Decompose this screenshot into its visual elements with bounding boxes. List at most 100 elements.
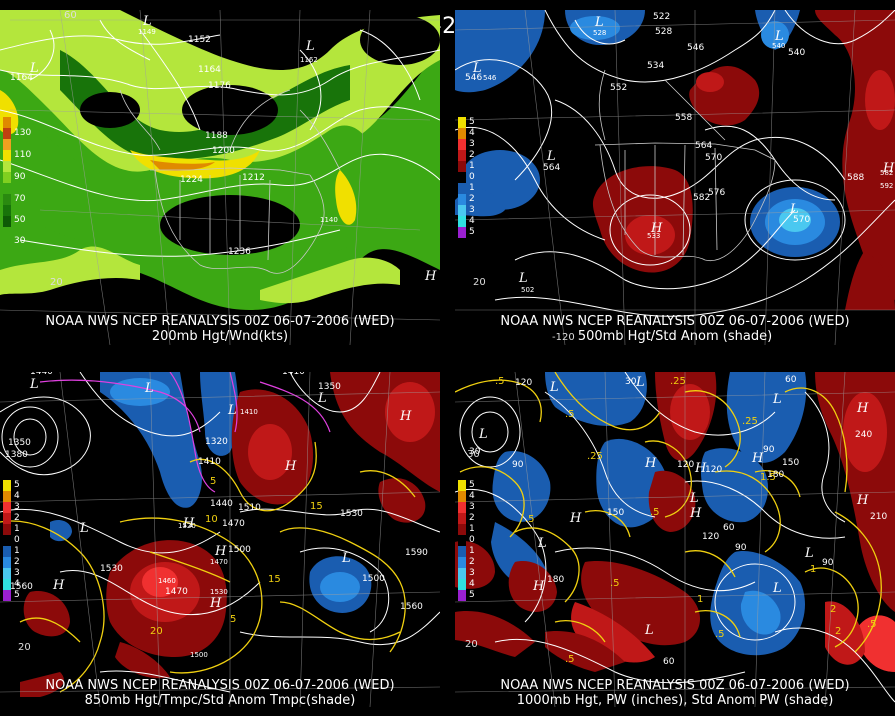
height-label: 552 — [610, 83, 627, 93]
colorbar-label: 2 — [14, 557, 20, 567]
height-label: 1500 — [190, 651, 208, 659]
caption-line1: NOAA NWS NCEP REANALYSIS 00Z 06-07-2006 … — [45, 678, 395, 693]
low-center-label: L — [537, 536, 547, 551]
height-label: 120 — [515, 378, 532, 388]
panel-caption: NOAA NWS NCEP REANALYSIS 00Z 06-07-2006 … — [455, 314, 895, 344]
height-label: 1410 — [198, 457, 221, 467]
colorbar-label: 5 — [469, 227, 475, 237]
colorbar-label: 3 — [469, 502, 475, 512]
height-label: 582 — [693, 193, 710, 203]
colorbar-label: 50 — [14, 215, 26, 225]
height-label: 1140 — [320, 216, 338, 224]
colorbar-label: 4 — [14, 579, 20, 589]
height-label: 546 — [687, 43, 704, 53]
lat-label: 60 — [64, 10, 77, 21]
height-label: 1188 — [205, 131, 228, 141]
height-label: 60 — [785, 375, 797, 385]
height-label: 1320 — [205, 437, 228, 447]
height-label: 1236 — [228, 247, 251, 257]
height-label: 1500 — [362, 574, 385, 584]
low-center-label: L — [341, 551, 351, 566]
caption-line1: NOAA NWS NCEP REANALYSIS 00Z 06-07-2006 … — [500, 678, 850, 693]
height-label: 528 — [655, 27, 672, 37]
lat-label: 20 — [18, 642, 31, 653]
high-center-label: H — [284, 459, 297, 474]
height-label: 528 — [593, 29, 606, 37]
height-label: 30 — [469, 447, 481, 457]
colorbar-label: 2 — [14, 513, 20, 523]
colorbar-label: 2 — [469, 150, 475, 160]
low-center-label: L — [79, 521, 89, 536]
colorbar-label: 4 — [469, 579, 475, 589]
height-label: 1530 — [340, 509, 363, 519]
high-center-label: H — [856, 401, 869, 416]
panel-200mb: 1164 1152 1164 1176 1188 1200 1224 1212 … — [0, 10, 440, 345]
temp-label: 5 — [210, 476, 216, 487]
temp-label: 10 — [205, 514, 218, 525]
height-label: 1350 — [8, 438, 31, 448]
height-label: 60 — [663, 657, 675, 667]
height-label: 522 — [653, 12, 670, 22]
height-label: 588 — [847, 173, 864, 183]
high-center-label: H — [644, 456, 657, 471]
colorbar-label: 2 — [469, 194, 475, 204]
height-label: 540 — [788, 48, 805, 58]
height-label: 1212 — [242, 173, 265, 183]
pw-label: .5 — [495, 376, 505, 387]
pw-label: .5 — [565, 409, 575, 420]
temp-label: 15 — [310, 501, 323, 512]
colorbar-label: 4 — [469, 491, 475, 501]
height-label: 534 — [647, 61, 664, 71]
caption-line2: 850mb Hgt/Tmpc/Std Anom Tmpc(shade) — [84, 693, 356, 707]
panel-caption: NOAA NWS NCEP REANALYSIS 00Z 06-07-2006 … — [0, 678, 440, 707]
colorbar-label: 3 — [469, 568, 475, 578]
height-label: 1470 — [165, 587, 188, 597]
lat-label: 20 — [50, 277, 63, 288]
high-center-label: H — [182, 516, 195, 531]
colorbar-label: 4 — [469, 128, 475, 138]
height-label: 533 — [647, 232, 660, 240]
low-center-label: L — [804, 546, 814, 561]
pw-label: 2 — [835, 626, 841, 637]
height-label: 90 — [512, 460, 524, 470]
height-label: 120 — [677, 460, 694, 470]
height-label: 210 — [870, 512, 887, 522]
high-center-label: H — [694, 461, 707, 476]
low-center-label: L — [478, 427, 488, 442]
colorbar-label: 3 — [14, 568, 20, 578]
height-label: 570 — [705, 153, 722, 163]
colorbar-label: 3 — [14, 502, 20, 512]
colorbar-anomaly: 5 4 3 2 1 0 1 2 3 4 5 — [3, 480, 33, 610]
panel-caption: NOAA NWS NCEP REANALYSIS 00Z 06-07-2006 … — [455, 678, 895, 707]
height-label: 1162 — [300, 56, 318, 64]
height-label: 1380 — [5, 450, 28, 460]
colorbar-label: 2 — [469, 557, 475, 567]
colorbar-label: 5 — [469, 480, 475, 490]
caption-line2: 1000mb Hgt, PW (inches), Std Anom PW (sh… — [516, 693, 834, 707]
high-center-label: H — [882, 161, 895, 176]
lat-label: -120 — [552, 332, 575, 343]
height-label: 1440 — [30, 372, 53, 377]
height-label: 1500 — [228, 545, 251, 555]
height-label: 1200 — [212, 146, 235, 156]
height-label: 558 — [675, 113, 692, 123]
map-200mb: 1164 1152 1164 1176 1188 1200 1224 1212 … — [0, 10, 440, 345]
height-label: 1224 — [180, 175, 203, 185]
pw-label: 2 — [830, 604, 836, 615]
colorbar-label: 90 — [14, 172, 26, 182]
low-center-label: L — [227, 403, 237, 418]
temp-label: 5 — [230, 614, 236, 625]
pw-label: 1 — [810, 564, 816, 575]
height-label: 1350 — [318, 382, 341, 392]
high-center-label: H — [399, 409, 412, 424]
colorbar-wind: 130 110 90 70 50 30 — [3, 117, 33, 247]
colorbar-label: 5 — [14, 590, 20, 600]
height-label: 1164 — [10, 73, 33, 83]
colorbar-label: 3 — [469, 205, 475, 215]
pw-label: 1 — [697, 594, 703, 605]
pw-label: .5 — [715, 629, 725, 640]
height-label: 1410 — [240, 408, 258, 416]
height-label: 120 — [705, 465, 722, 475]
height-label: 1560 — [10, 582, 33, 592]
height-label: 564 — [695, 141, 712, 151]
